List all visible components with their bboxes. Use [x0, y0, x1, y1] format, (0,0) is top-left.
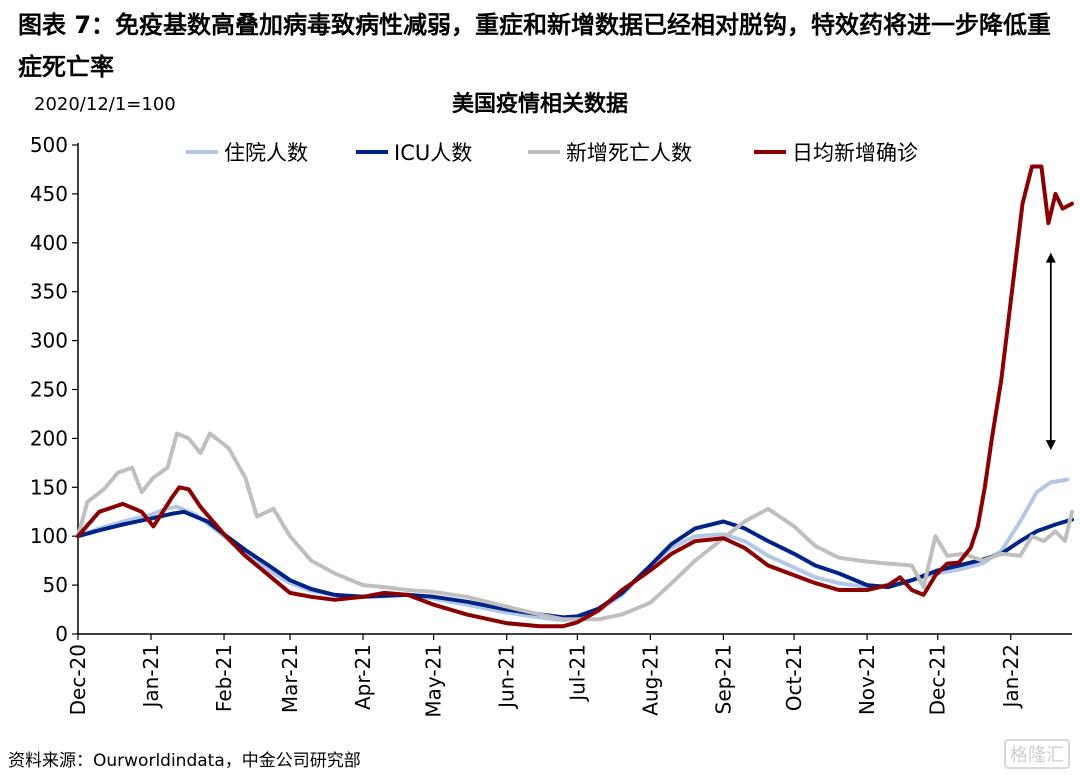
x-tick-label: Dec-20 [66, 644, 90, 715]
series-line-0 [76, 477, 1070, 623]
y-tick-label: 0 [55, 622, 68, 646]
y-tick-label: 350 [30, 280, 68, 304]
axes: 0 50 100 150 200 250 300 350 400 450 500 Dec-20 Jan-… [30, 133, 1072, 718]
x-tick-label: Jan-22 [999, 644, 1023, 710]
figure-title: 图表 7：免疫基数高叠加病毒致病性减弱，重症和新增数据已经相对脱钩，特效药将进一… [18, 11, 1052, 81]
x-tick-label: Sep-21 [711, 644, 735, 714]
watermark-logo: 格隆汇 [1004, 739, 1070, 769]
x-tick-label: Aug-21 [638, 644, 662, 716]
source-note: 资料来源：Ourworldindata，中金公司研究部 [8, 751, 361, 771]
legend-label-1: ICU人数 [394, 141, 472, 165]
legend-label-0: 住院人数 [224, 141, 308, 165]
x-tick-label: Nov-21 [855, 644, 879, 715]
y-tick-label: 500 [30, 133, 68, 157]
legend-label-2: 新增死亡人数 [566, 141, 692, 165]
y-tick-label: 100 [30, 524, 68, 548]
unit-note: 2020/12/1=100 [34, 94, 176, 115]
legend: 住院人数 ICU人数 新增死亡人数 日均新增确诊 [186, 141, 918, 165]
x-tick-label: Apr-21 [351, 644, 375, 710]
y-tick-label: 200 [30, 426, 68, 450]
y-tick-label: 150 [30, 475, 68, 499]
y-tick-label: 300 [30, 329, 68, 353]
y-tick-label: 450 [30, 182, 68, 206]
x-tick-label: May-21 [422, 644, 446, 718]
arrow-head-up [1045, 252, 1056, 263]
y-tick-label: 400 [30, 231, 68, 255]
series-line-1 [76, 509, 1074, 620]
y-tick-label: 250 [30, 378, 68, 402]
y-tick-label: 50 [43, 573, 68, 597]
x-tick-label: Jun-21 [495, 644, 519, 710]
legend-label-3: 日均新增确诊 [792, 141, 918, 165]
x-tick-label: Jan-21 [139, 644, 163, 710]
chart-title: 美国疫情相关数据 [451, 92, 628, 117]
series-lines [76, 164, 1074, 629]
arrow-head-down [1045, 440, 1056, 451]
x-tick-label: Mar-21 [278, 644, 302, 713]
x-tick-label: Oct-21 [782, 644, 806, 711]
x-tick-label: Dec-21 [926, 644, 950, 715]
series-line-3 [76, 164, 1074, 629]
x-tick-label: Feb-21 [212, 644, 236, 712]
annotation [1045, 252, 1056, 451]
series-line-2 [76, 431, 1074, 622]
x-tick-label: Jul-21 [565, 644, 589, 703]
